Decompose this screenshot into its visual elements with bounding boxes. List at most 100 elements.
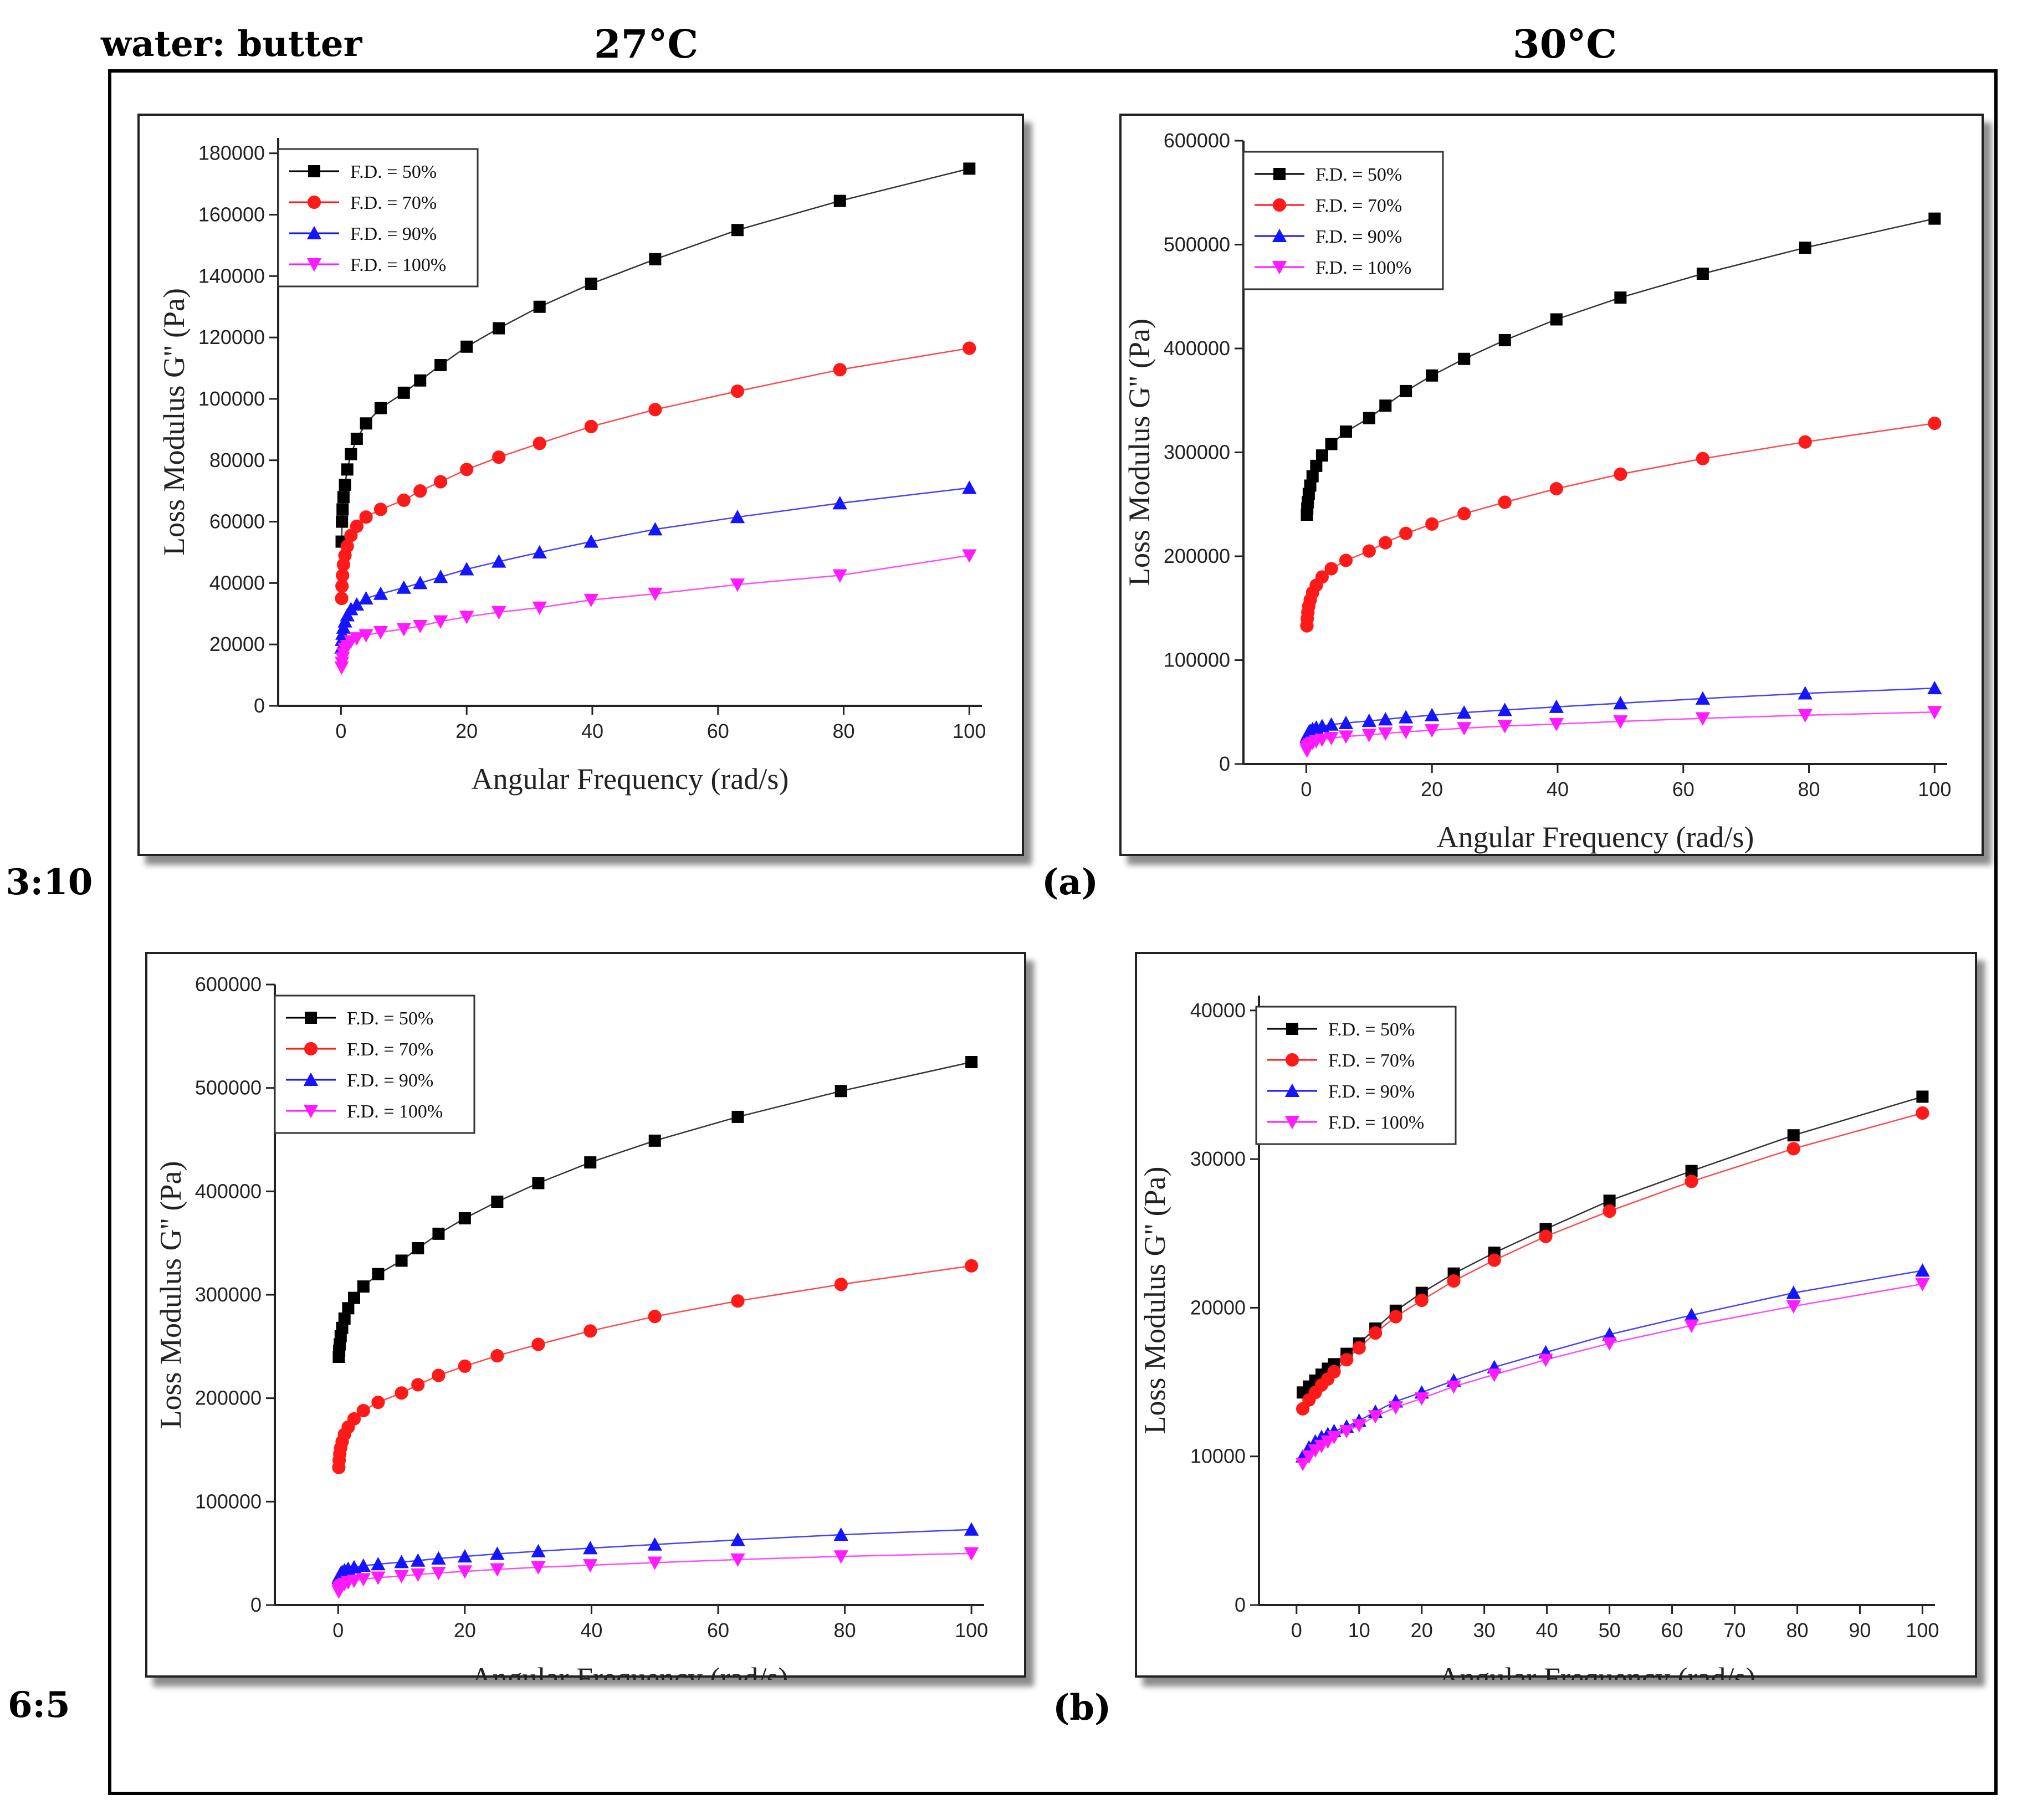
legend-marker	[1284, 1116, 1300, 1130]
data-point	[1378, 712, 1393, 726]
data-point	[1362, 544, 1376, 558]
data-point	[1487, 1253, 1501, 1267]
data-point	[584, 1156, 597, 1169]
x-tick-label: 40	[581, 720, 603, 742]
x-tick-label: 50	[1599, 1619, 1621, 1642]
data-point	[964, 1547, 979, 1561]
data-point	[532, 545, 547, 558]
data-point	[1325, 438, 1338, 450]
x-tick-label: 40	[1536, 1619, 1558, 1642]
data-point	[1339, 1425, 1354, 1439]
y-tick-label: 300000	[1164, 441, 1230, 464]
data-point	[1324, 732, 1339, 746]
x-tick-label: 20	[1411, 1619, 1433, 1642]
x-axis-title: Angular Frequency (rad/s)	[472, 762, 789, 796]
data-point	[1613, 696, 1628, 710]
data-point	[493, 322, 505, 335]
y-tick-label: 20000	[1190, 1296, 1246, 1319]
data-point	[373, 626, 388, 640]
x-axis-title: Angular Frequency (rad/s)	[1437, 821, 1754, 854]
data-point	[1549, 699, 1564, 713]
data-point	[431, 1567, 446, 1581]
legend-label: F.D. = 90%	[1328, 1081, 1415, 1102]
x-tick-label: 0	[332, 1619, 344, 1642]
legend-marker	[1272, 228, 1287, 242]
data-point	[397, 386, 410, 399]
x-tick-label: 80	[834, 1619, 856, 1642]
ratio-header: water: butter	[101, 23, 362, 65]
data-point	[964, 1522, 979, 1536]
data-point	[1425, 517, 1439, 531]
data-point	[1786, 1142, 1800, 1156]
data-point	[457, 1565, 473, 1579]
y-tick-label: 500000	[195, 1076, 262, 1099]
x-tick-label: 0	[1301, 778, 1312, 801]
data-point	[648, 522, 663, 536]
data-point	[413, 576, 428, 589]
data-point	[1602, 1327, 1617, 1341]
data-point	[833, 1527, 848, 1541]
data-point	[395, 1254, 408, 1267]
data-point	[1457, 705, 1472, 719]
x-tick-label: 0	[335, 720, 346, 742]
data-point	[1446, 1380, 1461, 1394]
data-point	[1415, 1293, 1429, 1308]
data-point	[1399, 526, 1413, 540]
data-point	[1602, 1337, 1617, 1351]
data-point	[648, 1134, 661, 1147]
x-axis-title: Angular Frequency (rad/s)	[471, 1662, 789, 1680]
data-point	[963, 162, 976, 175]
data-point	[433, 570, 448, 583]
y-tick-label: 400000	[1164, 337, 1230, 360]
data-point	[1414, 1392, 1429, 1406]
data-point	[459, 611, 474, 624]
data-point	[1685, 1175, 1698, 1188]
data-point	[336, 515, 349, 528]
data-point	[411, 1553, 426, 1567]
data-point	[394, 1570, 409, 1583]
legend: F.D. = 50% F.D. = 70% F.D. = 90% F.D. = 100…	[277, 148, 479, 288]
data-point	[1696, 452, 1710, 465]
series-line	[341, 487, 970, 648]
data-point	[1352, 1419, 1366, 1433]
data-point	[1295, 1458, 1310, 1472]
y-axis-title: Loss Modulus G'' (Pa)	[1123, 319, 1156, 586]
x-tick-label: 40	[1547, 778, 1569, 801]
chart-panel-a-30: 0 100000 200000 300000 400000 500000 600000 0 20…	[1119, 114, 1984, 856]
y-tick-label: 400000	[195, 1180, 262, 1202]
x-tick-label: 20	[454, 1619, 476, 1642]
data-point	[583, 1324, 597, 1338]
x-tick-label: 10	[1348, 1619, 1370, 1642]
data-point	[533, 437, 546, 450]
x-tick-label: 60	[1661, 1619, 1683, 1642]
data-point	[962, 480, 977, 494]
data-point	[336, 1321, 349, 1334]
data-point	[531, 1544, 546, 1557]
data-point	[835, 1085, 847, 1098]
data-point	[1927, 680, 1942, 695]
data-point	[396, 623, 411, 637]
data-point	[397, 493, 411, 507]
y-tick-label: 160000	[198, 203, 265, 226]
data-point	[340, 539, 354, 553]
data-point	[1614, 291, 1627, 304]
data-point	[460, 340, 473, 353]
data-point	[1695, 691, 1711, 705]
legend-marker	[1286, 1023, 1298, 1035]
data-point	[336, 568, 350, 582]
y-tick-label: 10000	[1190, 1445, 1246, 1468]
y-tick-label: 0	[250, 1593, 262, 1616]
y-tick-label: 200000	[1164, 545, 1230, 567]
legend-marker	[1272, 198, 1287, 212]
data-point	[1447, 1274, 1461, 1288]
chart-a-30: 0 100000 200000 300000 400000 500000 600000 0 20…	[1123, 129, 1951, 854]
data-point	[1314, 733, 1330, 747]
data-point	[1398, 710, 1414, 724]
data-point	[531, 1561, 546, 1575]
data-point	[1339, 553, 1353, 567]
data-point	[490, 1349, 504, 1363]
data-point	[412, 1242, 424, 1254]
data-point	[350, 432, 363, 445]
data-point	[347, 1291, 360, 1304]
data-point	[583, 593, 599, 608]
